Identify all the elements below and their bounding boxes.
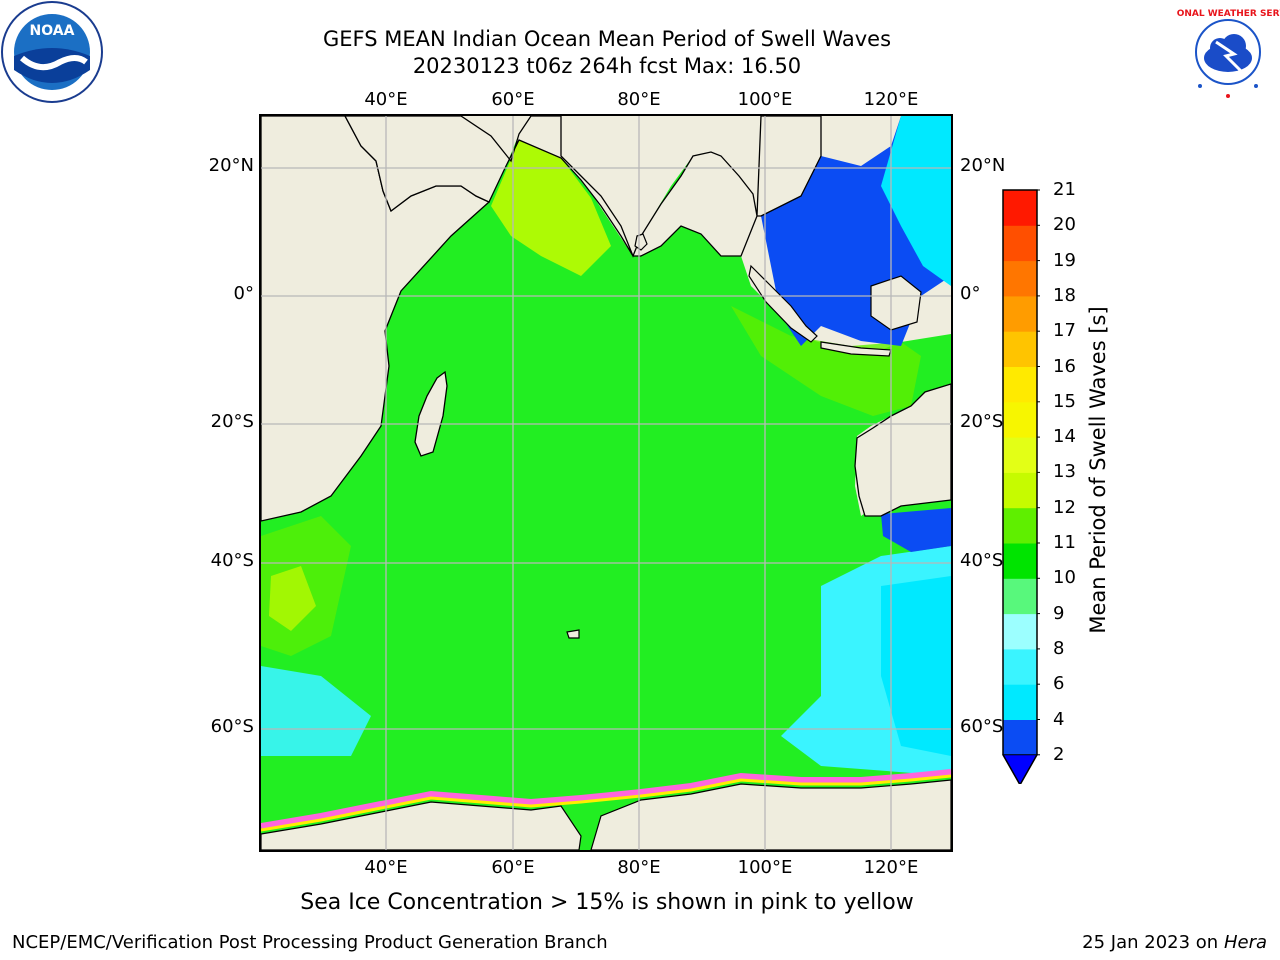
colorbar-title: Mean Period of Swell Waves [s] [1086,306,1110,633]
nws-logo: NATIONAL WEATHER SERVICE [1176,0,1280,104]
colorbar-swatch [1003,472,1037,508]
colorbar-tick-label: 14 [1053,427,1076,447]
sea-ice-note: Sea Ice Concentration > 15% is shown in … [257,890,957,915]
lat-label-right: 20°S [960,412,1003,432]
lon-label-top: 120°E [864,90,919,110]
map-subtitle: 20230123 t06z 264h fcst Max: 16.50 [257,53,957,80]
colorbar-tick-label: 8 [1053,639,1064,659]
colorbar [1002,188,1038,788]
colorbar-tick-label: 4 [1053,710,1064,730]
lat-label-left: 60°S [200,717,254,737]
colorbar-swatch [1003,190,1037,226]
lat-label-left: 0° [200,284,254,304]
colorbar-swatches [1002,188,1040,784]
lon-label-bottom: 80°E [617,858,660,878]
lon-label-bottom: 100°E [738,858,793,878]
lat-label-right: 60°S [960,717,1003,737]
colorbar-extend-arrow [1003,755,1037,784]
colorbar-tick-label: 19 [1053,251,1076,271]
lon-label-bottom: 40°E [364,858,407,878]
colorbar-swatch [1003,367,1037,403]
noaa-logo: NOAA [0,0,104,104]
colorbar-swatch [1003,684,1037,720]
colorbar-tick-label: 17 [1053,321,1076,341]
colorbar-swatch [1003,402,1037,438]
colorbar-swatch [1003,331,1037,367]
footer-machine: Hera [1224,932,1267,953]
lon-label-top: 100°E [738,90,793,110]
lat-label-right: 40°S [960,551,1003,571]
colorbar-swatch [1003,720,1037,756]
colorbar-tick-label: 18 [1053,286,1076,306]
colorbar-tick-label: 20 [1053,215,1076,235]
colorbar-tick-label: 13 [1053,462,1076,482]
lon-label-top: 60°E [491,90,534,110]
colorbar-swatch [1003,543,1037,579]
colorbar-swatch [1003,261,1037,297]
map-title: GEFS MEAN Indian Ocean Mean Period of Sw… [257,26,957,53]
footer-org: NCEP/EMC/Verification Post Processing Pr… [12,932,608,953]
colorbar-tick-label: 6 [1053,674,1064,694]
colorbar-swatch [1003,296,1037,332]
kerguelen-island [567,630,579,638]
noaa-logo-text: NOAA [30,23,75,39]
lat-label-left: 20°N [200,156,254,176]
lon-label-top: 40°E [364,90,407,110]
lat-label-right: 20°N [960,156,1005,176]
colorbar-swatch [1003,649,1037,685]
colorbar-swatch [1003,225,1037,261]
colorbar-tick-label: 2 [1053,745,1064,765]
colorbar-swatch [1003,578,1037,614]
colorbar-tick-label: 16 [1053,357,1076,377]
footer-date: 25 Jan 2023 on Hera [1082,932,1267,953]
map-canvas [261,116,951,850]
swell-period-map [259,114,953,852]
lat-label-left: 40°S [200,551,254,571]
colorbar-tick-label: 15 [1053,392,1076,412]
colorbar-swatch [1003,508,1037,544]
lon-label-bottom: 60°E [491,858,534,878]
lat-label-left: 20°S [200,412,254,432]
lon-label-bottom: 120°E [864,858,919,878]
colorbar-tick-label: 12 [1053,498,1076,518]
colorbar-tick-label: 21 [1053,180,1076,200]
nws-logo-text: NATIONAL WEATHER SERVICE [1176,9,1280,19]
colorbar-tick-label: 10 [1053,568,1076,588]
lon-label-top: 80°E [617,90,660,110]
colorbar-swatch [1003,437,1037,473]
colorbar-tick-label: 11 [1053,533,1076,553]
footer-date-text: 25 Jan 2023 on [1082,932,1224,953]
colorbar-swatch [1003,614,1037,650]
colorbar-tick-label: 9 [1053,604,1064,624]
lat-label-right: 0° [960,284,980,304]
